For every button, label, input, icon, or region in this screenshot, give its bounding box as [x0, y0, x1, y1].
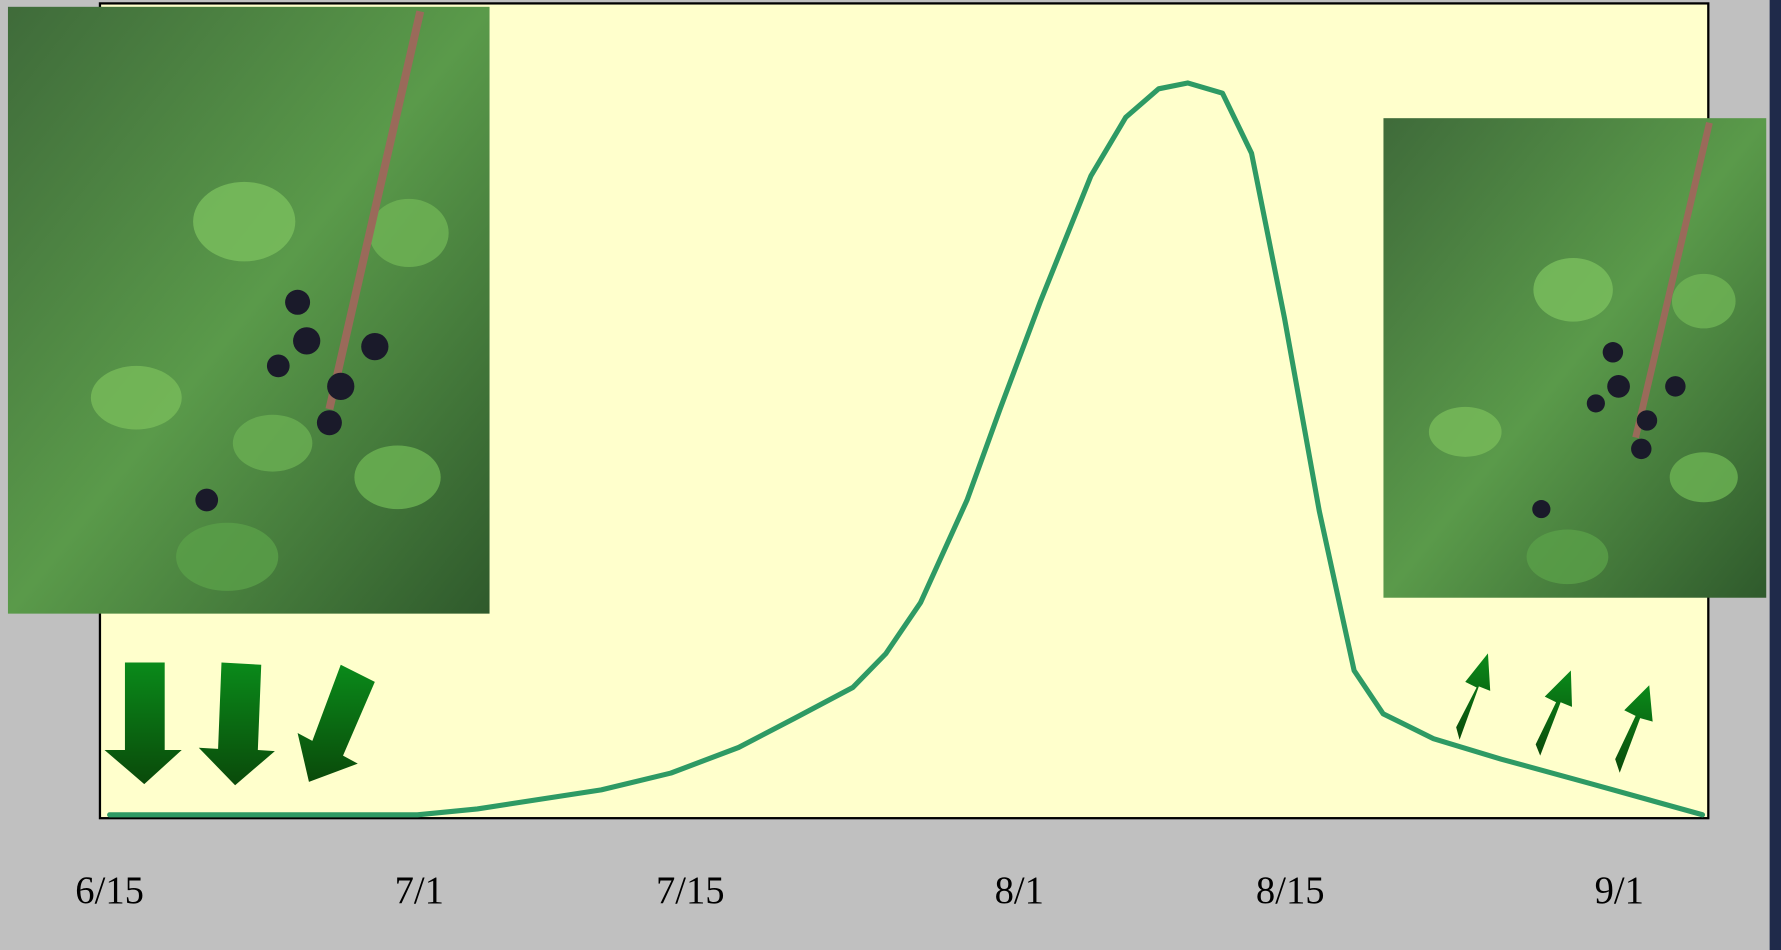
edge-bar	[1769, 0, 1781, 950]
x-tick-label: 8/1	[995, 870, 1044, 912]
photo-left	[7, 6, 490, 614]
photo-right	[1383, 118, 1767, 598]
x-tick-label: 8/15	[1256, 870, 1325, 912]
x-tick-label: 9/1	[1595, 870, 1644, 912]
x-tick-label: 7/15	[656, 870, 725, 912]
arrows-up	[1456, 653, 1653, 773]
data-line	[107, 80, 1706, 818]
marks	[107, 80, 1706, 818]
x-tick-label: 6/15	[75, 870, 144, 912]
x-tick-label: 7/1	[395, 870, 444, 912]
arrows-down	[104, 662, 375, 786]
